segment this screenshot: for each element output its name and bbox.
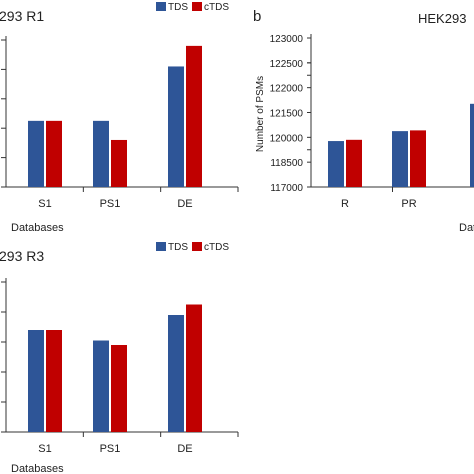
y-tick-label: 122000 [270, 84, 304, 95]
bar-tds-de [168, 66, 184, 187]
panel-a: 293 R1 TDS cTDS Databases S1 PS1 DE [0, 2, 239, 234]
panel-b-ylabel: Number of PSMs [255, 76, 266, 152]
bar-tds-de [168, 315, 184, 432]
x-tick-label: PS1 [100, 198, 121, 210]
bar-tds-pr [392, 131, 408, 187]
bar-tds-s1 [28, 120, 44, 187]
legend-swatch-tds-c [156, 242, 166, 251]
x-tick-label: PS1 [100, 443, 121, 455]
panel-c-title: 293 R3 [0, 248, 44, 264]
y-tick-label: 117000 [270, 183, 303, 194]
x-tick-label: S1 [38, 443, 51, 455]
y-tick-label: 121500 [270, 109, 304, 120]
bar-ctds-ps1 [111, 345, 127, 432]
legend-label-tds-c: TDS [168, 242, 188, 253]
panel-c: 293 R3 TDS cTDS Databases S1 PS1 DE [0, 242, 239, 474]
bar-tds-r [328, 141, 344, 187]
bar-ctds-ps1 [111, 139, 127, 187]
bar-ctds-de [186, 45, 202, 187]
legend-swatch-tds [156, 2, 166, 11]
y-tick-label: 123000 [270, 34, 304, 45]
x-tick-label: PR [401, 198, 416, 210]
panel-b-xlabel: Data [459, 222, 474, 234]
panel-a-title: 293 R1 [0, 8, 44, 24]
bar-ctds-s1 [46, 120, 62, 187]
legend-label-tds: TDS [168, 2, 188, 13]
y-tick-label: 120000 [270, 133, 304, 144]
legend-label-ctds: cTDS [204, 2, 229, 13]
x-tick-label: DE [177, 198, 192, 210]
bar-tds-ps1 [93, 120, 109, 187]
legend-swatch-ctds-c [192, 242, 202, 251]
bar-tds-clipped [470, 103, 474, 187]
x-tick-label: S1 [38, 198, 51, 210]
y-tick-label: 122500 [270, 59, 304, 70]
panel-b-letter: b [253, 8, 261, 25]
bar-tds-s1 [28, 330, 44, 432]
panel-b: b HEK293 Number of PSMs Data R PR 123000 12… [253, 8, 474, 234]
panel-b-title: HEK293 [418, 11, 466, 26]
bar-tds-ps1 [93, 340, 109, 432]
y-tick-label: 118500 [270, 158, 303, 169]
panel-a-xlabel: Databases [11, 222, 64, 234]
bar-ctds-r [346, 139, 362, 187]
bar-ctds-pr [410, 130, 426, 187]
legend-label-ctds-c: cTDS [204, 242, 229, 253]
panel-c-xlabel: Databases [11, 463, 64, 474]
bar-ctds-de [186, 304, 202, 432]
x-tick-label: R [341, 198, 349, 210]
x-tick-label: DE [177, 443, 192, 455]
legend-swatch-ctds [192, 2, 202, 11]
bar-ctds-s1 [46, 330, 62, 432]
